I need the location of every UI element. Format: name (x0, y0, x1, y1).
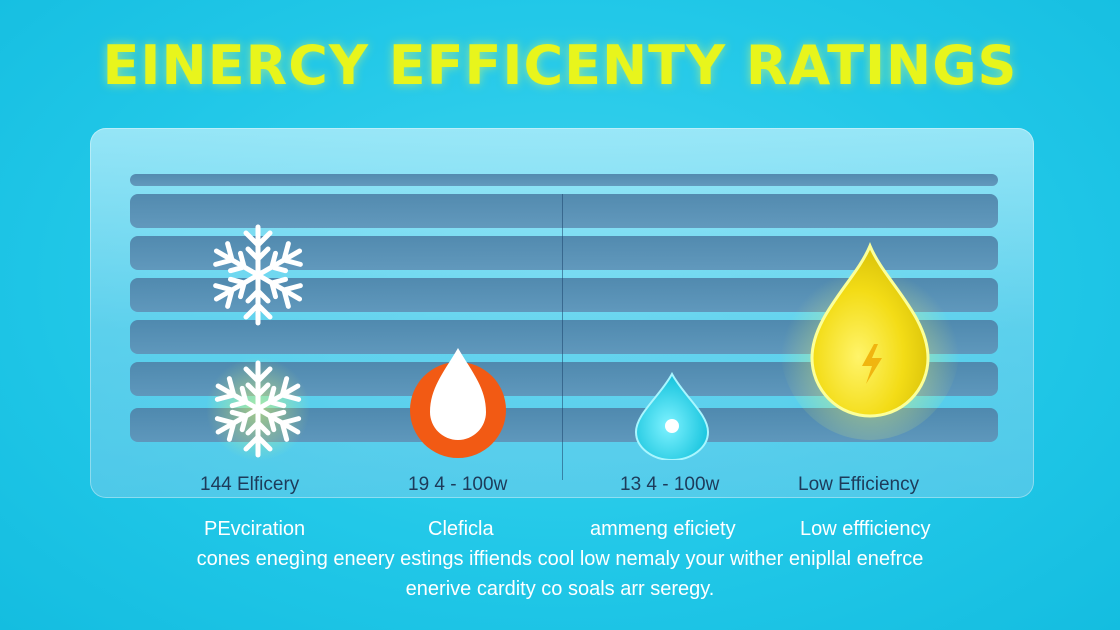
panel-divider (562, 194, 563, 480)
column-sub-label: Low effficiency (800, 518, 931, 540)
column-label: 144 Elficery (200, 474, 300, 495)
description-line: cones enegìng eneery estings iffiends co… (196, 548, 924, 570)
energy-drop-icon (780, 242, 960, 440)
column-label: Low Efficiency (798, 474, 920, 495)
ratings-panel: 144 Elficery 19 4 - 100w 13 4 - 100w Low… (90, 128, 1034, 498)
water-drop-icon (634, 371, 710, 460)
column-sub-label: PEvciration (204, 518, 306, 540)
column-label: 13 4 - 100w (620, 474, 720, 495)
description-line: enerive cardity co soals arr seregy. (405, 578, 715, 600)
water-drop-icon (410, 348, 506, 458)
snowflake-icon (206, 357, 310, 461)
snowflake-icon (208, 224, 308, 330)
page-title: EINERCY EFFICENTY RATINGS (102, 34, 1018, 97)
panel-bar (130, 194, 998, 228)
column-sub-label: ammeng eficiety (590, 518, 736, 540)
column-sub-label: Cleficla (428, 518, 494, 540)
column-label: 19 4 - 100w (408, 474, 508, 495)
panel-bar (130, 174, 998, 186)
